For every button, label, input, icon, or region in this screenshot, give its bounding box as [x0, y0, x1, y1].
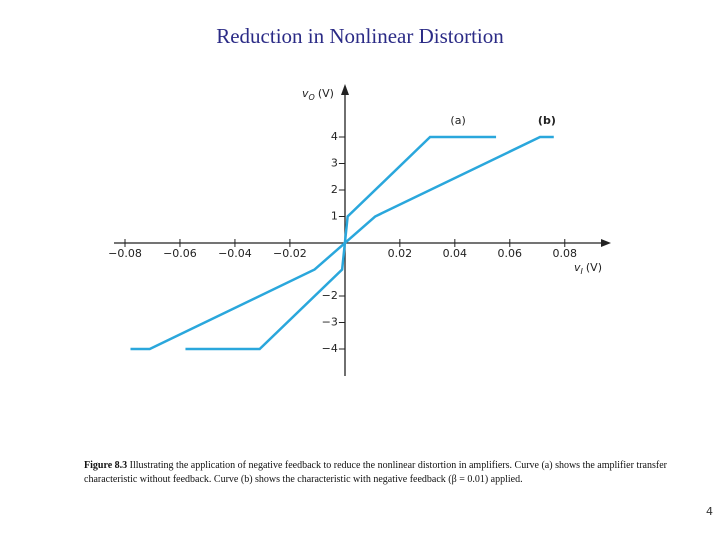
x-tick-label: 0.06: [498, 247, 523, 260]
x-axis-label: vI (V): [574, 261, 602, 276]
x-tick-label: −0.06: [163, 247, 197, 260]
x-tick-label: −0.08: [108, 247, 142, 260]
series-line: [130, 135, 554, 351]
chart-title: Reduction in Nonlinear Distortion: [216, 24, 504, 48]
caption-text: Illustrating the application of negative…: [84, 460, 667, 485]
y-arrow: [341, 84, 349, 95]
y-tick-label: −4: [322, 342, 338, 355]
y-tick-label: 1: [331, 210, 338, 223]
x-tick-label: 0.02: [388, 247, 413, 260]
page-number: 4: [706, 505, 713, 518]
x-tick-label: −0.02: [273, 247, 307, 260]
x-tick-label: 0.04: [443, 247, 468, 260]
series-label: (b): [538, 114, 556, 127]
y-tick-label: 2: [331, 183, 338, 196]
y-tick-label: −3: [322, 316, 338, 329]
y-tick-label: 4: [331, 130, 338, 143]
caption: Figure 8.3 Illustrating the application …: [84, 459, 704, 487]
series-label: (a): [450, 114, 465, 127]
x-tick-label: 0.08: [553, 247, 578, 260]
y-axis-label: vO (V): [302, 87, 334, 102]
y-tick-label: −2: [322, 289, 338, 302]
x-arrow: [601, 239, 611, 247]
y-tick-label: 3: [331, 157, 338, 170]
chart: Reduction in Nonlinear Distortion vO (V) …: [108, 24, 611, 376]
caption-label: Figure 8.3: [84, 460, 128, 471]
x-tick-label: −0.04: [218, 247, 252, 260]
